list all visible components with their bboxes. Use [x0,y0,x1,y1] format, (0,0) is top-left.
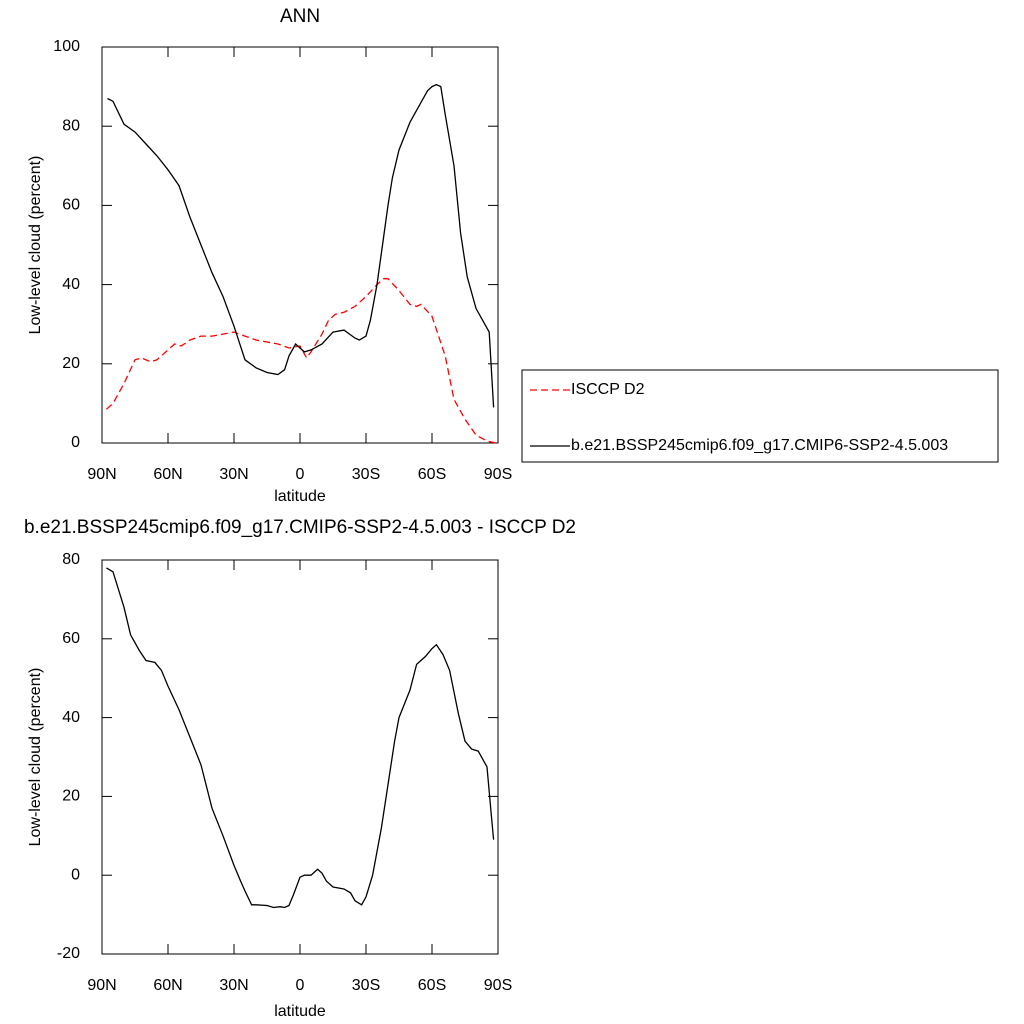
x-tick-label: 90N [87,466,116,483]
y-axis-label: Low-level cloud (percent) [27,668,44,847]
y-tick-label: -20 [57,945,80,962]
x-tick-label: 60N [153,977,182,994]
plot-frame [101,559,499,955]
y-tick-label: 20 [62,788,80,805]
x-tick-label: 0 [296,466,305,483]
x-tick-label: 60S [418,977,446,994]
x-tick-label: 30N [219,466,248,483]
x-tick-label: 30N [219,977,248,994]
chart-title: b.e21.BSSP245cmip6.f09_g17.CMIP6-SSP2-4.… [24,517,576,538]
x-tick-label: 60S [418,466,446,483]
x-tick-label: 60N [153,466,182,483]
x-tick-label: 90S [484,466,512,483]
y-tick-label: 40 [62,709,80,726]
legend-box [521,369,999,463]
y-tick-label: 0 [71,434,80,451]
y-tick-label: 60 [62,630,80,647]
x-axis-label: latitude [274,1003,326,1020]
y-tick-label: 40 [62,276,80,293]
data-line [107,83,495,408]
chart-title: ANN [280,6,320,27]
y-axis-label: Low-level cloud (percent) [27,156,44,335]
legend-label: b.e21.BSSP245cmip6.f09_g17.CMIP6-SSP2-4.… [571,437,948,454]
x-tick-label: 90S [484,977,512,994]
y-tick-label: 80 [62,117,80,134]
y-tick-label: 80 [62,551,80,568]
y-tick-label: 0 [71,866,80,883]
data-line [105,278,496,444]
y-tick-label: 20 [62,355,80,372]
x-axis-label: latitude [274,488,326,505]
legend-label: ISCCP D2 [571,381,645,398]
x-tick-label: 0 [296,977,305,994]
y-tick-label: 100 [53,38,80,55]
x-tick-label: 30S [352,466,380,483]
x-tick-label: 90N [87,977,116,994]
plot-frame [101,46,499,444]
x-tick-label: 30S [352,977,380,994]
y-tick-label: 60 [62,197,80,214]
data-line [106,567,495,909]
